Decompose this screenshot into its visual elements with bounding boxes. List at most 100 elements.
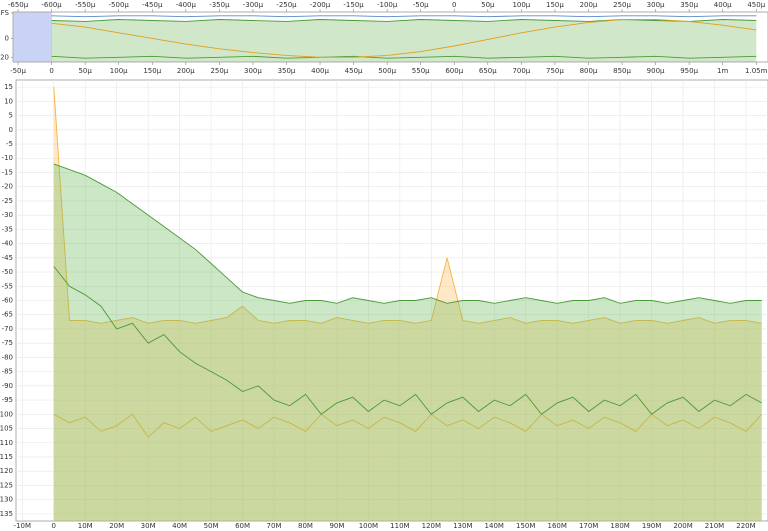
x-tick-label: 800µ — [580, 67, 598, 75]
y-tick-label: 15 — [4, 83, 13, 91]
x2-tick-label: -400µ — [176, 1, 197, 9]
y-tick-label: -110 — [0, 439, 13, 447]
x-tick-label: 300µ — [244, 67, 262, 75]
x-tick-label: 750µ — [546, 67, 564, 75]
x-tick-label: 140M — [485, 522, 504, 530]
x-tick-label: 600µ — [445, 67, 463, 75]
series-line — [51, 19, 757, 58]
x2-tick-label: -550µ — [75, 1, 96, 9]
series-area — [51, 19, 757, 62]
x-tick-label: 130M — [453, 522, 472, 530]
y-tick-label: -75 — [2, 339, 13, 347]
y-tick-label: -15 — [2, 168, 13, 176]
x-tick-label: 400µ — [311, 67, 329, 75]
series-line — [53, 163, 762, 304]
x2-tick-label: -200µ — [310, 1, 331, 9]
x-tick-label: 150M — [516, 522, 535, 530]
x-tick-label: 30M — [141, 522, 156, 530]
y-tick-label: 10 — [4, 97, 13, 105]
series-line — [51, 55, 757, 59]
x-tick-label: 0 — [52, 522, 56, 530]
x2-tick-label: 150µ — [546, 1, 564, 9]
x2-tick-label: 200µ — [580, 1, 598, 9]
x-tick-label: -10M — [14, 522, 31, 530]
x-tick-label: 100µ — [110, 67, 128, 75]
x-tick-label: 0 — [49, 67, 53, 75]
pretrigger-region — [13, 12, 52, 62]
y-tick-label: -55 — [2, 282, 13, 290]
series-line — [53, 87, 762, 324]
y-tick-label: -135 — [0, 510, 13, 518]
series-area — [53, 87, 762, 521]
series-area — [53, 163, 762, 521]
y-tick-label: -40 — [2, 240, 13, 248]
x2-tick-label: -350µ — [209, 1, 230, 9]
x2-tick-label: 400µ — [714, 1, 732, 9]
y-tick-label: 0 — [5, 34, 9, 42]
y-tick-label: -5 — [6, 140, 13, 148]
series-line — [51, 19, 757, 22]
y-tick-label: -20 — [2, 183, 13, 191]
x2-tick-label: -150µ — [343, 1, 364, 9]
x-tick-label: 10M — [78, 522, 93, 530]
x-tick-label: 700µ — [512, 67, 530, 75]
x2-tick-label: -250µ — [276, 1, 297, 9]
y-tick-label: -25 — [2, 197, 13, 205]
x-tick-label: 120M — [422, 522, 441, 530]
x-tick-label: 500µ — [378, 67, 396, 75]
series-line — [53, 413, 763, 438]
y-tick-label: -105 — [0, 425, 13, 433]
y-tick-label: -100 — [0, 410, 13, 418]
x-tick-label: 170M — [579, 522, 598, 530]
x2-tick-label: -600µ — [41, 1, 62, 9]
y-tick-label: -65 — [2, 311, 13, 319]
y-tick-label: -85 — [2, 368, 13, 376]
y-tick-label: 5 — [9, 112, 13, 120]
y-tick-label: -50 — [2, 268, 13, 276]
x2-tick-label: 250µ — [613, 1, 631, 9]
y-tick-label: -60 — [2, 297, 13, 305]
x-tick-label: 200M — [673, 522, 692, 530]
y-tick-label: -120 — [0, 467, 13, 475]
y-tick-label: -35 — [2, 225, 13, 233]
x-tick-label: 160M — [547, 522, 566, 530]
x2-tick-label: 0 — [452, 1, 456, 9]
x-tick-label: 1m — [717, 67, 728, 75]
series-line — [51, 15, 757, 18]
y-tick-label: -70 — [2, 325, 13, 333]
x-tick-label: 850µ — [613, 67, 631, 75]
x-tick-label: 150µ — [143, 67, 161, 75]
y-tick-label: -90 — [2, 382, 13, 390]
y-tick-label: -80 — [2, 353, 13, 361]
y-tick-label: -125 — [0, 481, 13, 489]
x-tick-label: 50µ — [78, 67, 92, 75]
x-tick-label: 60M — [235, 522, 250, 530]
x2-tick-label: -100µ — [377, 1, 398, 9]
y-tick-label: -20 — [0, 53, 9, 61]
x-tick-label: 90M — [329, 522, 344, 530]
x-tick-label: 450µ — [345, 67, 363, 75]
x-tick-label: 550µ — [412, 67, 430, 75]
x-tick-label: 50M — [204, 522, 219, 530]
x-tick-label: 220M — [736, 522, 755, 530]
x-tick-label: 200µ — [177, 67, 195, 75]
y-tick-label: -30 — [2, 211, 13, 219]
x-tick-label: 20M — [109, 522, 124, 530]
x-tick-label: 350µ — [278, 67, 296, 75]
x-tick-label: 80M — [298, 522, 313, 530]
x-tick-label: 70M — [267, 522, 282, 530]
x-tick-label: 40M — [172, 522, 187, 530]
x2-tick-label: -500µ — [109, 1, 130, 9]
x-tick-label: 250µ — [210, 67, 228, 75]
x-tick-label: 650µ — [479, 67, 497, 75]
x2-tick-label: -300µ — [243, 1, 264, 9]
x-tick-label: 110M — [390, 522, 409, 530]
y-tick-label: -95 — [2, 396, 13, 404]
x2-tick-label: 100µ — [512, 1, 530, 9]
x2-tick-label: -450µ — [142, 1, 163, 9]
series-line — [53, 266, 762, 415]
x-tick-label: 180M — [610, 522, 629, 530]
y-tick-label: 0 — [9, 126, 13, 134]
y-tick-label: -45 — [2, 254, 13, 262]
